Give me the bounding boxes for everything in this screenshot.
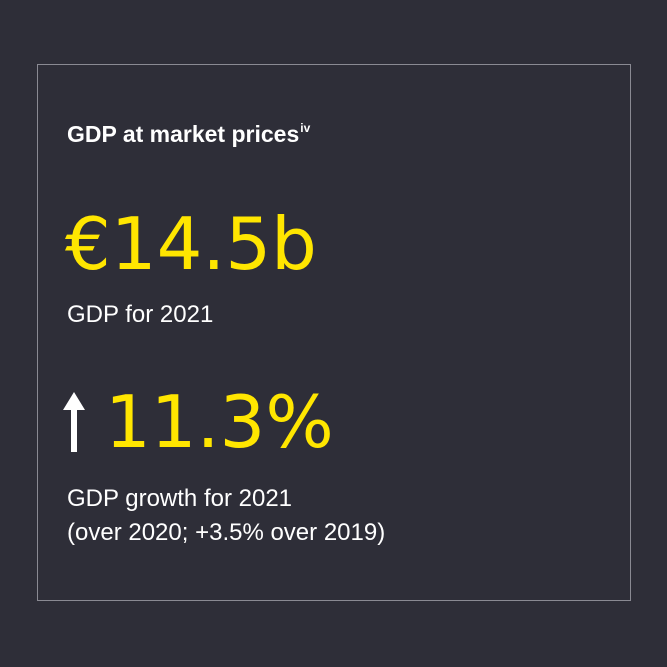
- gdp-label: GDP for 2021: [67, 301, 214, 328]
- growth-label-line1: GDP growth for 2021: [67, 485, 293, 512]
- growth-row: 11.3%: [63, 380, 334, 464]
- card-title-text: GDP at market prices: [67, 121, 300, 147]
- gdp-value: €14.5b: [65, 202, 317, 286]
- growth-value: 11.3%: [105, 380, 334, 464]
- footnote-reference: iv: [300, 121, 311, 135]
- arrow-up-icon: [63, 392, 85, 452]
- growth-label: GDP growth for 2021 (over 2020; +3.5% ov…: [67, 482, 385, 550]
- gdp-card: GDP at market pricesiv €14.5b GDP for 20…: [37, 64, 631, 601]
- growth-label-line2: (over 2020; +3.5% over 2019): [67, 519, 386, 546]
- card-title: GDP at market pricesiv: [67, 121, 311, 147]
